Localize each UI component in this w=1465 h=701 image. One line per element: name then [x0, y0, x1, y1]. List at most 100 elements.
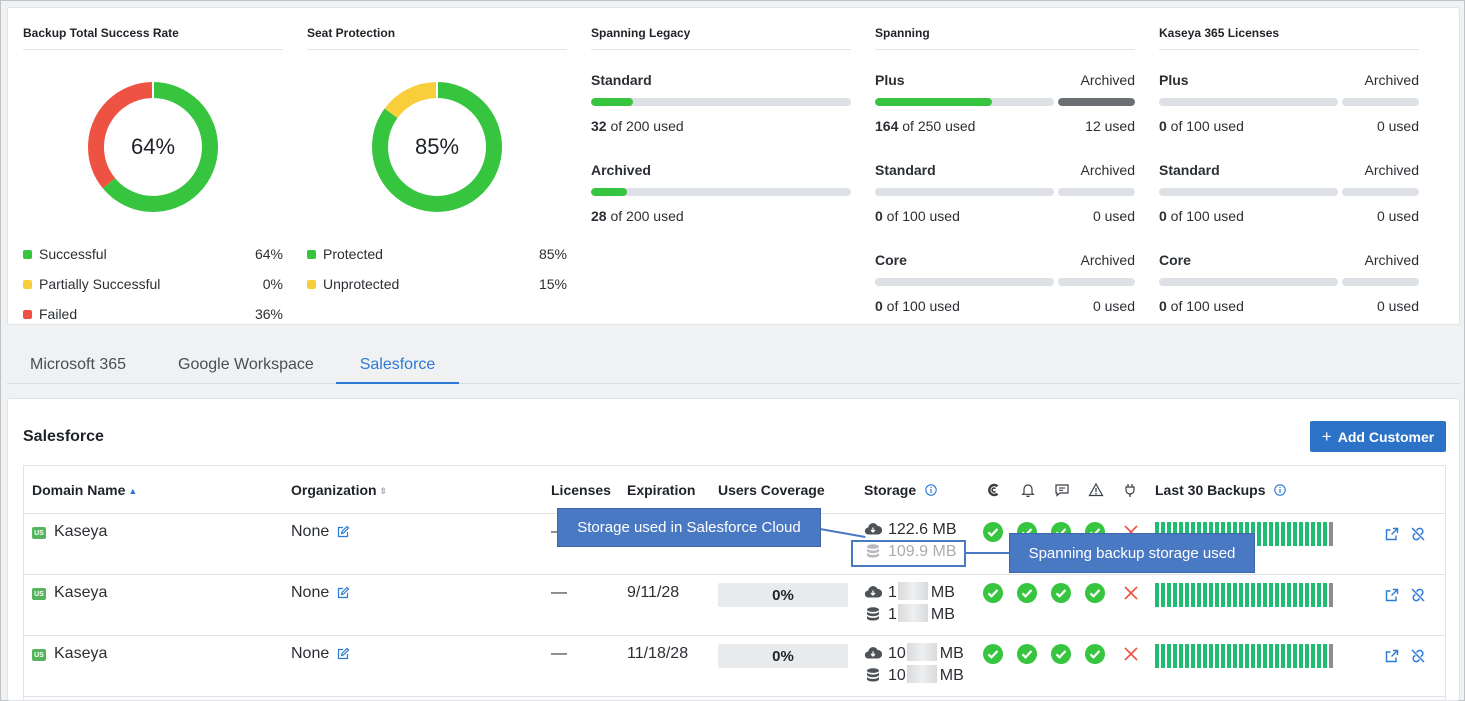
- backup-day-bar: [1299, 522, 1303, 546]
- edit-icon[interactable]: [336, 647, 350, 661]
- backup-day-bar: [1227, 644, 1231, 668]
- edit-icon[interactable]: [336, 586, 350, 600]
- col-last-30-backups[interactable]: Last 30 Backups: [1155, 482, 1287, 498]
- domain-name[interactable]: Kaseya: [54, 584, 108, 601]
- tab-microsoft-365[interactable]: Microsoft 365: [30, 356, 127, 373]
- archived-bar: [1342, 278, 1419, 286]
- info-icon[interactable]: [925, 484, 937, 496]
- open-external-icon[interactable]: [1384, 587, 1400, 603]
- backup-day-bar: [1251, 644, 1255, 668]
- col-organization[interactable]: Organization ⇳: [291, 482, 388, 498]
- domain-name[interactable]: Kaseya: [54, 645, 108, 662]
- backup-day-bar: [1161, 583, 1165, 607]
- table-row[interactable]: US Kaseya None — 9/11/28 0% 1 MB 1 MB: [24, 575, 1445, 636]
- backup-day-bar: [1329, 583, 1333, 607]
- organization-name: None: [291, 523, 330, 540]
- seat-protection-donut: [372, 81, 502, 212]
- open-external-icon[interactable]: [1384, 526, 1400, 542]
- backup-day-bar: [1263, 522, 1267, 546]
- license-kaseya365-standard: Standard Archived 0 of 100 used 0 used: [1159, 162, 1419, 224]
- organization-name: None: [291, 584, 330, 601]
- legend-protected: Protected 85%: [307, 239, 567, 269]
- backup-day-bar: [1269, 644, 1273, 668]
- tab-google-workspace[interactable]: Google Workspace: [178, 356, 314, 373]
- table-row[interactable]: US Kaseya None — 11/18/28 0% 10 MB 10 MB: [24, 636, 1445, 697]
- usage-bar: [1159, 98, 1338, 106]
- backup-day-bar: [1155, 644, 1159, 668]
- backup-day-bar: [1281, 522, 1285, 546]
- backup-day-bar: [1239, 583, 1243, 607]
- add-customer-button[interactable]: + Add Customer: [1310, 421, 1446, 452]
- users-coverage-value: 0%: [718, 583, 848, 607]
- unlink-icon[interactable]: [1410, 526, 1426, 542]
- status-ok-icon: [1017, 644, 1037, 664]
- status-ok-icon: [1085, 644, 1105, 664]
- license-spanning-standard: Standard Archived 0 of 100 used 0 used: [875, 162, 1135, 224]
- tab-salesforce[interactable]: Salesforce: [336, 356, 459, 384]
- backup-day-bar: [1173, 644, 1177, 668]
- legend-dot: [307, 249, 316, 259]
- status-ok-icon: [1051, 644, 1071, 664]
- backup-day-bar: [1257, 644, 1261, 668]
- expiration-date: 9/11/28: [627, 584, 680, 601]
- comment-icon: [1055, 484, 1069, 497]
- backup-day-bar: [1179, 583, 1183, 607]
- col-expiration[interactable]: Expiration: [627, 482, 696, 498]
- unlink-icon[interactable]: [1410, 648, 1426, 664]
- bell-icon: [1021, 484, 1035, 498]
- backup-day-bar: [1221, 644, 1225, 668]
- summary-panel: Backup Total Success Rate 64% Successful…: [7, 7, 1460, 325]
- backup-day-bar: [1185, 644, 1189, 668]
- legend-unprotected: Unprotected 15%: [307, 269, 567, 299]
- backup-storage-callout: Spanning backup storage used: [1009, 533, 1255, 573]
- backup-storage-value: 1 MB: [864, 604, 955, 624]
- spanning-legacy-title: Spanning Legacy: [591, 26, 851, 50]
- sort-asc-icon: ▲: [128, 486, 138, 496]
- unlink-icon[interactable]: [1410, 587, 1426, 603]
- license-spanning-core: Core Archived 0 of 100 used 0 used: [875, 252, 1135, 314]
- backup-day-bar: [1299, 644, 1303, 668]
- legend-partial: Partially Successful 0%: [23, 269, 283, 299]
- warning-icon: [1088, 482, 1104, 497]
- backup-day-bar: [1311, 583, 1315, 607]
- backup-day-bar: [1305, 522, 1309, 546]
- last-30-backups-chart: [1155, 644, 1333, 668]
- license-legacy-standard: Standard 32 of 200 used: [591, 72, 851, 134]
- sort-icon: ⇳: [379, 486, 388, 496]
- backup-day-bar: [1203, 583, 1207, 607]
- country-flag-icon: US: [32, 649, 46, 661]
- customers-table: Domain Name ▲ Organization ⇳ Licenses Expi…: [23, 465, 1446, 701]
- col-domain-name[interactable]: Domain Name ▲: [32, 482, 138, 498]
- col-licenses[interactable]: Licenses: [551, 482, 611, 498]
- status-failed-icon: [1123, 646, 1139, 662]
- backup-day-bar: [1311, 522, 1315, 546]
- expiration-date: 11/18/28: [627, 645, 689, 662]
- section-title: Salesforce: [23, 428, 104, 445]
- backup-day-bar: [1161, 644, 1165, 668]
- open-external-icon[interactable]: [1384, 648, 1400, 664]
- col-storage[interactable]: Storage: [864, 482, 937, 498]
- license-legacy-archived: Archived 28 of 200 used: [591, 162, 851, 224]
- cloud-storage-callout: Storage used in Salesforce Cloud: [557, 508, 821, 547]
- archived-bar: [1058, 188, 1135, 196]
- license-kaseya365-plus: Plus Archived 0 of 100 used 0 used: [1159, 72, 1419, 134]
- backup-day-bar: [1269, 583, 1273, 607]
- backup-day-bar: [1263, 583, 1267, 607]
- backup-day-bar: [1305, 644, 1309, 668]
- kaseya365-title: Kaseya 365 Licenses: [1159, 26, 1419, 50]
- usage-bar: [1159, 188, 1338, 196]
- redacted-value: [897, 604, 928, 622]
- info-icon[interactable]: [1274, 484, 1287, 496]
- col-users-coverage[interactable]: Users Coverage: [718, 482, 825, 498]
- backup-day-bar: [1233, 583, 1237, 607]
- seat-protection-widget: Seat Protection 85% Protected 85% Unprot…: [307, 26, 567, 292]
- backup-day-bar: [1209, 644, 1213, 668]
- country-flag-icon: US: [32, 588, 46, 600]
- status-ok-icon: [1017, 583, 1037, 603]
- backup-day-bar: [1299, 583, 1303, 607]
- licenses-value: —: [551, 645, 567, 662]
- callout-connector: [966, 552, 1010, 554]
- edit-icon[interactable]: [336, 525, 350, 539]
- domain-name[interactable]: Kaseya: [54, 523, 108, 540]
- archived-bar: [1058, 278, 1135, 286]
